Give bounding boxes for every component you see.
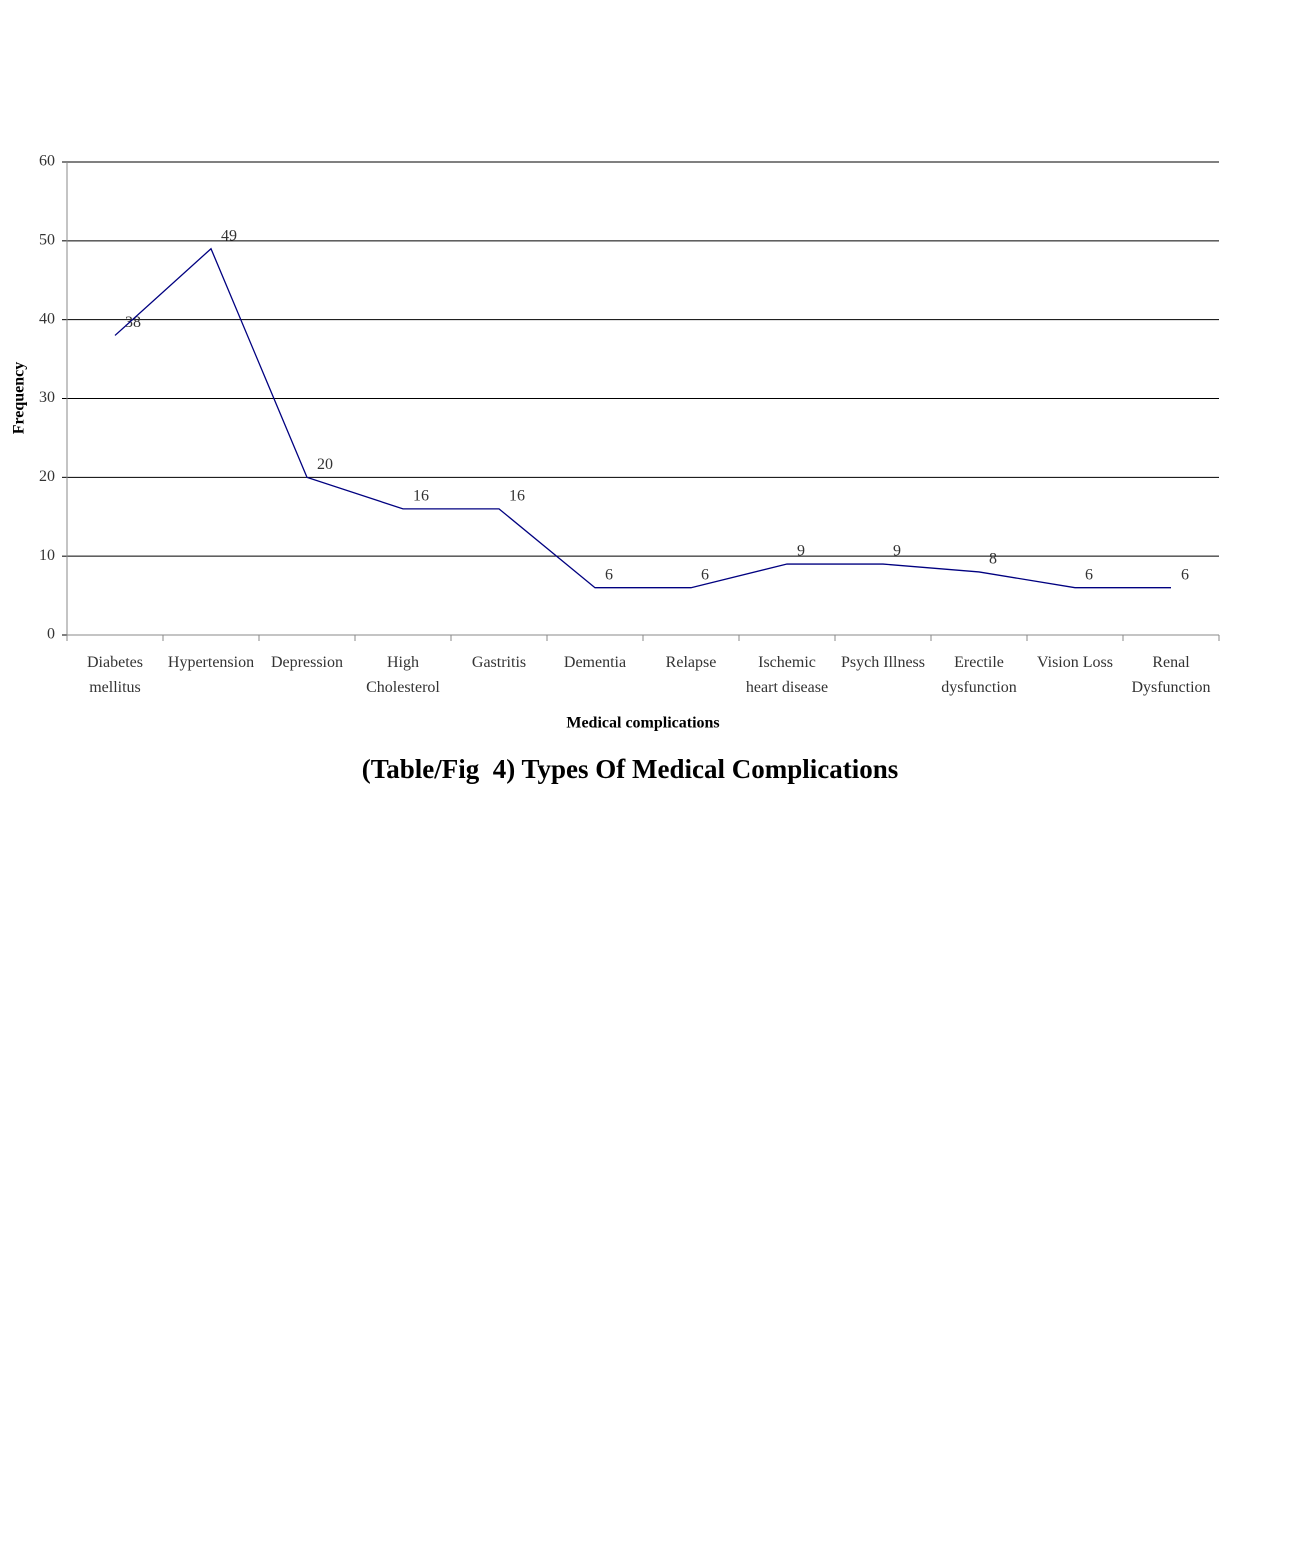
- y-tick-label: 0: [47, 626, 55, 643]
- x-tick-label: Gastritis: [471, 654, 527, 671]
- y-tick-label: 40: [39, 310, 55, 327]
- y-axis-label: Frequency: [11, 362, 28, 435]
- x-tick-label: Erectile dysfunction: [941, 654, 1017, 696]
- x-tick-label: Psych Illness: [841, 654, 925, 671]
- data-label: 49: [221, 227, 237, 244]
- x-tick-label: Hypertension: [167, 654, 255, 671]
- data-label: 9: [797, 543, 805, 560]
- y-tick-label: 20: [39, 468, 55, 485]
- y-tick-label: 10: [39, 547, 55, 564]
- data-label: 6: [1085, 566, 1093, 583]
- line-series: [114, 247, 1171, 589]
- data-label: 6: [701, 566, 709, 583]
- chart-title: (Table/Fig 4) Types Of Medical Complicat…: [362, 754, 899, 784]
- y-tick-label: 60: [39, 153, 55, 170]
- y-tick-label: 30: [39, 389, 55, 406]
- x-tick-label: Renal Dysfunction: [1131, 654, 1211, 696]
- data-label: 6: [605, 566, 613, 583]
- x-tick-label: Relapse: [665, 654, 717, 671]
- data-label: 6: [1181, 566, 1189, 583]
- data-label: 16: [413, 488, 429, 505]
- data-label: 8: [989, 551, 997, 568]
- x-tick-label: Depression: [271, 654, 343, 671]
- data-label: 20: [317, 456, 333, 473]
- y-tick-label: 50: [39, 232, 55, 249]
- x-tick-label: High Cholesterol: [366, 654, 440, 696]
- data-label: 16: [509, 488, 525, 505]
- x-tick-label: Dementia: [563, 654, 627, 671]
- data-label: 9: [893, 543, 901, 560]
- x-axis-label: Medical complications: [566, 715, 719, 732]
- x-tick-label: Diabetes mellitus: [87, 654, 143, 696]
- data-label: 38: [125, 314, 141, 331]
- x-tick-label: Vision Loss: [1037, 654, 1113, 671]
- x-tick-label: Ischemic heart disease: [745, 654, 829, 696]
